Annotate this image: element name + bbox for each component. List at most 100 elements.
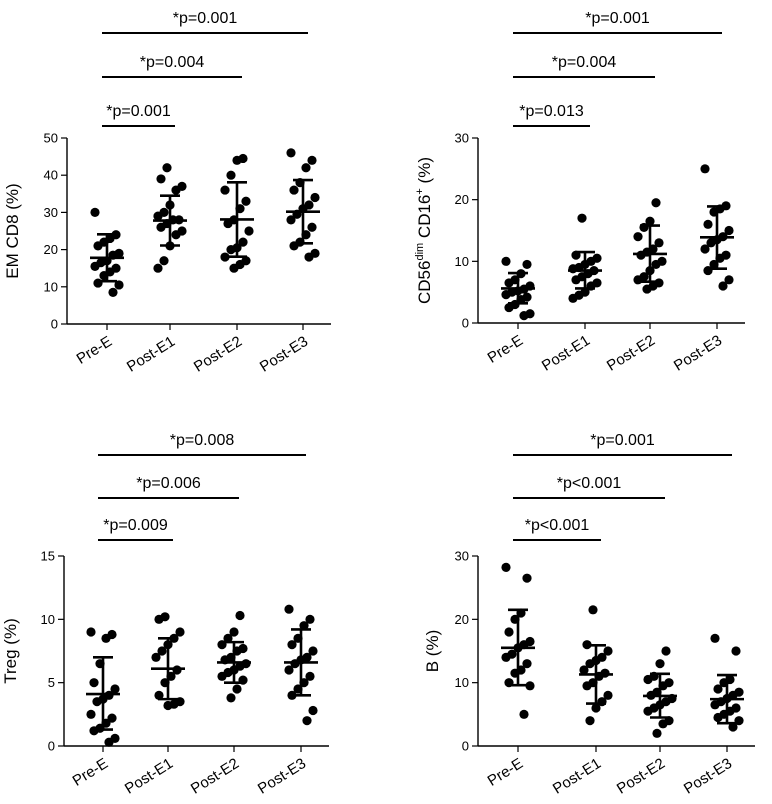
y-axis-title: CD56dim CD16+ (%) — [414, 157, 434, 304]
data-point — [713, 712, 723, 723]
data-point — [645, 216, 655, 226]
data-point — [90, 207, 100, 217]
data-point — [229, 627, 239, 637]
data-point — [651, 198, 661, 208]
y-tick-label: 0 — [462, 316, 469, 331]
data-point — [307, 222, 317, 232]
data-point — [163, 700, 173, 711]
data-point — [655, 659, 665, 669]
category-label: Post-E3 — [681, 755, 735, 798]
data-point — [568, 264, 578, 274]
significance-label: *p<0.001 — [557, 475, 622, 492]
data-point — [226, 170, 236, 180]
data-point — [238, 237, 248, 247]
data-point — [501, 290, 511, 300]
data-point — [652, 728, 662, 738]
data-point — [235, 610, 245, 621]
data-point — [89, 678, 99, 688]
data-point — [579, 665, 589, 675]
y-tick-label: 10 — [455, 675, 469, 690]
data-point — [287, 640, 297, 650]
data-point — [519, 709, 529, 719]
data-point — [643, 674, 653, 685]
data-point — [724, 275, 734, 285]
data-point — [501, 256, 511, 266]
data-point — [110, 684, 120, 694]
data-point — [156, 222, 166, 232]
data-point — [223, 218, 233, 229]
significance-label: *p=0.001 — [106, 103, 171, 120]
y-tick-label: 10 — [41, 612, 55, 627]
data-point — [522, 659, 532, 669]
y-tick-label: 10 — [44, 279, 58, 294]
data-point — [159, 256, 169, 266]
category-label: Post-E1 — [539, 332, 593, 375]
data-point — [284, 604, 294, 614]
y-tick-label: 20 — [44, 242, 58, 257]
category-label: Post-E3 — [671, 332, 725, 375]
y-axis-title-part: CD16 — [415, 195, 434, 243]
data-point — [241, 196, 251, 206]
data-point — [175, 627, 185, 637]
data-point — [504, 627, 514, 637]
significance-label: *p=0.001 — [590, 432, 655, 449]
data-point — [286, 215, 296, 225]
panel-cd56dim-cd16: 0 10 20 30 Pre-E Post-E1 Post-E2 Post-E3 CD56dim… — [414, 10, 745, 375]
significance-label: *p=0.001 — [585, 10, 650, 27]
data-point — [151, 652, 161, 662]
category-label: Post-E2 — [188, 755, 242, 798]
data-point — [582, 681, 592, 691]
data-point — [101, 633, 111, 643]
data-point — [86, 627, 96, 637]
data-point — [700, 164, 710, 174]
significance-label: *p=0.013 — [519, 103, 584, 120]
data-point — [706, 238, 716, 248]
y-axis-title-superscript: dim — [414, 243, 426, 261]
data-point — [244, 226, 254, 236]
y-tick-label: 20 — [455, 192, 469, 207]
data-point — [93, 241, 103, 251]
data-point — [220, 185, 230, 195]
significance-label: *p=0.001 — [173, 10, 238, 27]
data-point — [229, 263, 239, 273]
data-point — [700, 244, 710, 254]
panel-em-cd8: 0 10 20 30 40 50 Pre-E Post-E1 Post-E2 Post-E3 EM … — [3, 10, 331, 376]
data-point — [308, 705, 318, 716]
data-point — [661, 646, 671, 656]
data-point — [639, 222, 649, 233]
data-point — [724, 225, 734, 236]
data-point — [522, 573, 532, 583]
y-axis-title-part: B (%) — [423, 630, 442, 673]
category-label: Post-E3 — [255, 755, 309, 798]
data-point — [703, 219, 713, 229]
significance-label: *p=0.008 — [170, 432, 235, 449]
data-point — [114, 280, 124, 290]
data-point — [108, 287, 118, 297]
data-point — [633, 232, 643, 242]
category-label: Post-E3 — [257, 333, 311, 376]
data-point — [226, 693, 236, 703]
data-point — [710, 633, 720, 643]
data-point — [220, 252, 230, 262]
category-label: Pre-E — [485, 755, 527, 790]
category-label: Post-E1 — [550, 755, 604, 798]
data-point — [289, 185, 299, 195]
data-point — [162, 163, 172, 173]
panel-b-cells: 0 10 20 30 Pre-E Post-E1 Post-E2 Post-E3 B (%) *p… — [423, 432, 755, 798]
category-label: Post-E2 — [604, 332, 658, 375]
data-point — [307, 155, 317, 165]
data-point — [305, 671, 315, 681]
data-point — [302, 716, 312, 726]
data-point — [154, 690, 164, 700]
data-point — [522, 259, 532, 270]
data-point — [153, 211, 163, 221]
data-point — [504, 278, 514, 288]
data-point — [304, 252, 314, 262]
y-tick-label: 0 — [51, 317, 58, 332]
data-point — [157, 646, 167, 656]
data-point — [504, 302, 514, 313]
data-point — [585, 716, 595, 726]
data-point — [107, 713, 117, 723]
category-label: Post-E2 — [614, 755, 668, 798]
